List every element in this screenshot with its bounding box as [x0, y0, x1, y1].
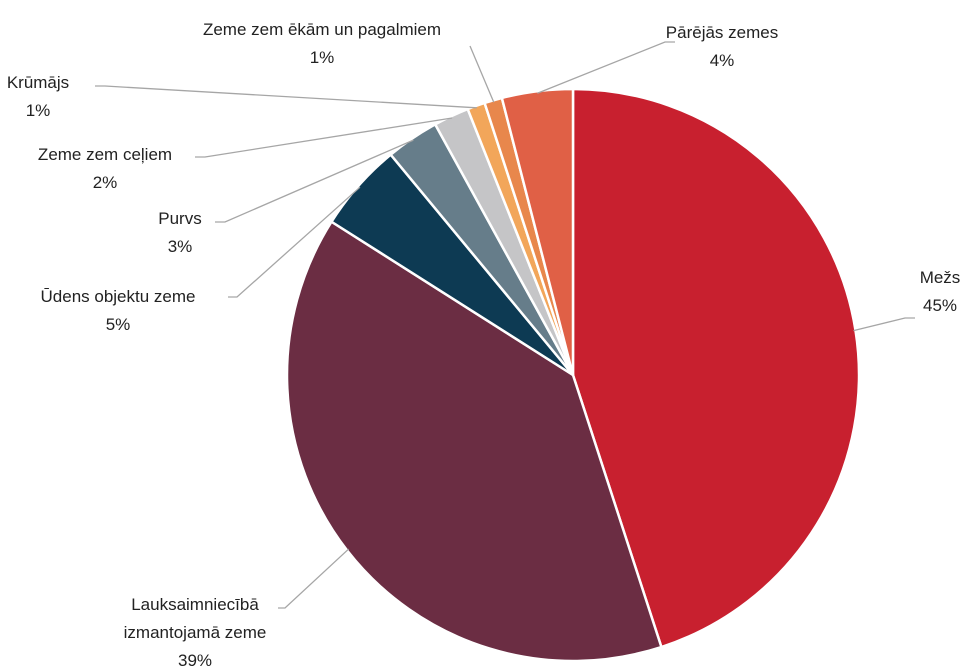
percent-label: 5%: [105, 315, 131, 334]
category-label: Mežs: [919, 268, 961, 287]
leader-line: [95, 85, 477, 109]
data-label: Mežs 45%: [920, 264, 961, 320]
leader-line: [853, 317, 915, 332]
leader-line: [228, 186, 361, 298]
leader-line: [469, 45, 495, 103]
category-label: Krūmājs: [6, 73, 70, 92]
percent-label: 2%: [92, 173, 118, 192]
category-label: Zeme zem ēkām un pagalmiem: [202, 20, 442, 39]
leader-line: [215, 139, 414, 223]
category-label: Purvs: [158, 209, 202, 228]
percent-label: 45%: [922, 296, 958, 315]
leader-line: [537, 41, 675, 94]
category-label: Zeme zem ceļiem: [37, 145, 173, 164]
data-label: Zeme zem ceļiem 2%: [38, 141, 172, 197]
data-label: Ūdens objektu zeme 5%: [41, 283, 196, 339]
percent-label: 3%: [167, 237, 193, 256]
percent-label: 1%: [25, 101, 51, 120]
category-label: Pārējās zemes: [665, 23, 779, 42]
percent-label: 4%: [709, 51, 735, 70]
data-label: Purvs 3%: [158, 205, 201, 261]
category-label: Ūdens objektu zeme: [40, 287, 196, 306]
data-label: Krūmājs 1%: [7, 69, 69, 125]
data-label: Lauksaimniecībā izmantojamā zeme 39%: [108, 591, 283, 671]
pie-slice: [500, 87, 575, 376]
category-label: Lauksaimniecībā izmantojamā zeme: [123, 595, 267, 642]
leader-line: [195, 117, 453, 158]
data-label: Pārējās zemes 4%: [666, 19, 778, 75]
percent-label: 1%: [309, 48, 335, 67]
percent-label: 39%: [177, 651, 213, 670]
leader-line: [278, 548, 350, 609]
data-label: Zeme zem ēkām un pagalmiem 1%: [203, 16, 441, 72]
